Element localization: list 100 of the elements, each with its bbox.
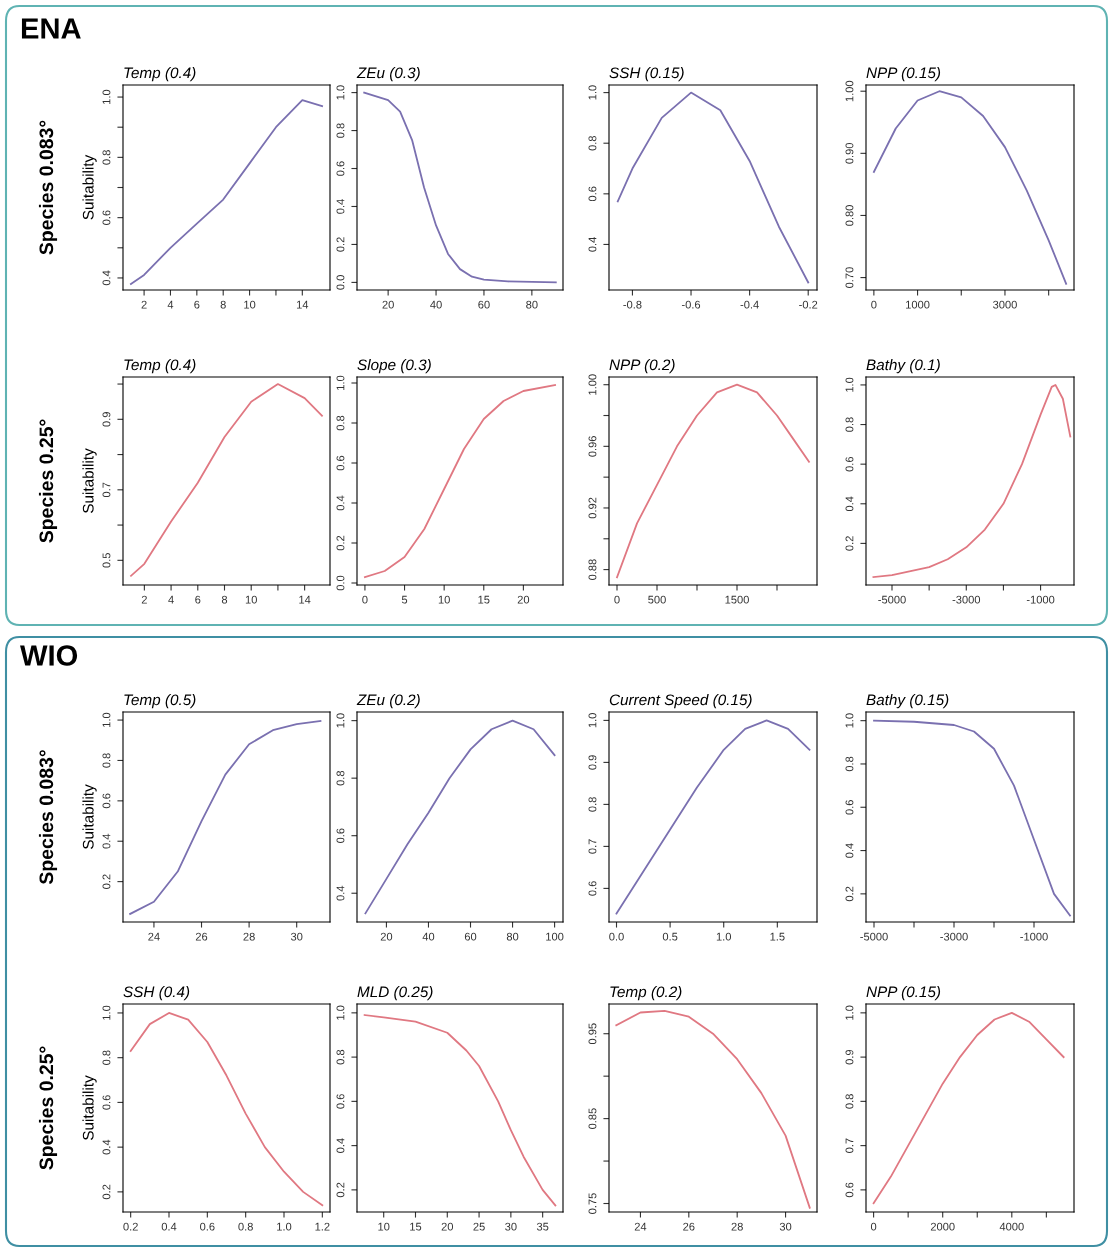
y-tick-label: 0.2	[845, 536, 854, 551]
y-tick-label: 0.4	[102, 833, 111, 849]
x-tick-label: 4000	[999, 1222, 1024, 1231]
y-tick-label: 0.8	[588, 135, 597, 151]
y-axis-title: Suitability	[82, 784, 97, 849]
x-tick-label: 30	[779, 1222, 792, 1231]
line-series	[872, 90, 1068, 285]
line-series	[363, 1014, 557, 1207]
chart-title: SSH (0.15)	[609, 66, 684, 82]
chart-title: NPP (0.15)	[866, 66, 941, 82]
x-tick-label: 25	[473, 1222, 485, 1231]
x-tick-label: 26	[683, 1222, 695, 1231]
x-tick-label: 28	[243, 932, 255, 941]
y-tick-label: 0.8	[102, 150, 111, 165]
chart-title: ZEu (0.3)	[356, 66, 420, 82]
y-tick-label: 0.7	[845, 1138, 854, 1153]
y-tick-label: 0.5	[102, 553, 111, 568]
x-tick-label: 6	[194, 300, 200, 309]
x-tick-label: 2	[141, 595, 147, 604]
y-tick-label: 1.0	[336, 85, 345, 100]
x-tick-label: -5000	[878, 595, 906, 604]
x-tick-label: 80	[526, 300, 538, 309]
y-tick-label: 0.6	[336, 455, 345, 471]
line-series	[615, 1009, 811, 1209]
x-tick-label: 30	[290, 932, 303, 941]
y-tick-label: 1.0	[336, 1005, 345, 1020]
chart-title: MLD (0.25)	[357, 985, 433, 1001]
x-tick-label: 10	[438, 595, 450, 604]
chart-title: SSH (0.4)	[123, 985, 190, 1001]
y-axis-title: Suitability	[82, 1075, 97, 1140]
y-tick-label: 0.8	[336, 123, 345, 138]
x-tick-label: 500	[648, 595, 666, 604]
chart-title: Slope (0.3)	[357, 358, 431, 374]
x-tick-label: 1000	[906, 300, 930, 309]
y-tick-label: 0.8	[336, 770, 345, 786]
x-tick-label: 40	[422, 932, 435, 941]
y-tick-label: 0.70	[845, 267, 854, 288]
y-tick-label: 1.00	[588, 374, 597, 395]
text: Species 0.083°	[38, 120, 58, 255]
x-tick-label: 1.2	[315, 1222, 330, 1231]
y-tick-label: 0.8	[336, 1049, 345, 1065]
y-axis-title: Suitability	[82, 154, 97, 220]
text: WIO	[20, 645, 78, 666]
y-tick-label: 0.75	[588, 1193, 597, 1214]
y-tick-label: 1.0	[845, 1005, 854, 1020]
chart-title: Temp (0.2)	[610, 985, 682, 1001]
x-tick-label: 60	[464, 932, 477, 941]
x-tick-label: 30	[505, 1222, 517, 1231]
y-tick-label: 1.0	[102, 712, 111, 727]
line-series	[364, 719, 556, 915]
y-tick-label: 0.88	[588, 559, 597, 580]
y-tick-label: 0.6	[336, 161, 345, 176]
x-tick-label: -5000	[860, 932, 888, 941]
y-tick-label: 0.4	[336, 1138, 345, 1153]
chart-title: ZEu (0.2)	[356, 693, 420, 709]
x-tick-label: 1.0	[716, 932, 732, 941]
y-tick-label: 0.0	[336, 575, 345, 591]
x-tick-label: 0.2	[123, 1222, 138, 1231]
x-tick-label: 5	[401, 595, 408, 604]
x-tick-label: 4	[168, 595, 174, 604]
x-tick-label: 80	[506, 932, 519, 941]
x-tick-label: 0.8	[238, 1222, 253, 1231]
y-tick-label: 0.4	[845, 496, 854, 512]
line-series	[872, 384, 1072, 578]
x-tick-label: 10	[244, 300, 256, 309]
y-tick-label: 0.6	[336, 1094, 345, 1109]
line-series	[129, 1012, 324, 1207]
y-tick-label: 0.9	[588, 755, 597, 770]
y-tick-label: 0.6	[336, 828, 345, 843]
y-tick-label: 0.95	[588, 1023, 597, 1045]
line-series	[363, 91, 557, 284]
y-tick-label: 0.2	[336, 535, 345, 551]
y-tick-label: 0.4	[588, 237, 597, 252]
line-series	[872, 1011, 1065, 1205]
chart-title: Current Speed (0.15)	[609, 693, 752, 709]
x-tick-label: 20	[380, 932, 393, 941]
y-tick-label: 0.4	[845, 843, 854, 858]
y-tick-label: 0.80	[845, 205, 854, 226]
y-tick-label: 0.8	[845, 756, 854, 772]
y-tick-label: 1.0	[102, 1005, 111, 1020]
y-tick-label: 0.7	[102, 482, 111, 498]
chart-title: Temp (0.5)	[124, 693, 196, 709]
x-tick-label: 15	[478, 595, 490, 604]
x-tick-label: -3000	[940, 932, 968, 941]
chart-title: Temp (0.4)	[124, 358, 196, 374]
x-tick-label: 0.0	[609, 932, 624, 941]
x-tick-label: 20	[517, 595, 530, 604]
x-tick-label: -1000	[1026, 595, 1055, 604]
x-tick-label: 20	[441, 1222, 454, 1231]
x-tick-label: 10	[245, 595, 257, 604]
y-tick-label: 0.4	[336, 199, 345, 214]
line-series	[873, 719, 1071, 917]
y-tick-label: 0.2	[336, 1182, 345, 1198]
x-tick-label: 6	[195, 595, 201, 604]
x-tick-label: 40	[430, 300, 442, 309]
y-tick-label: 1.0	[336, 375, 345, 390]
x-tick-label: 24	[148, 932, 160, 941]
x-tick-label: 0.4	[161, 1222, 177, 1231]
y-tick-label: 1.0	[845, 377, 854, 392]
y-tick-label: 0.6	[845, 456, 854, 472]
